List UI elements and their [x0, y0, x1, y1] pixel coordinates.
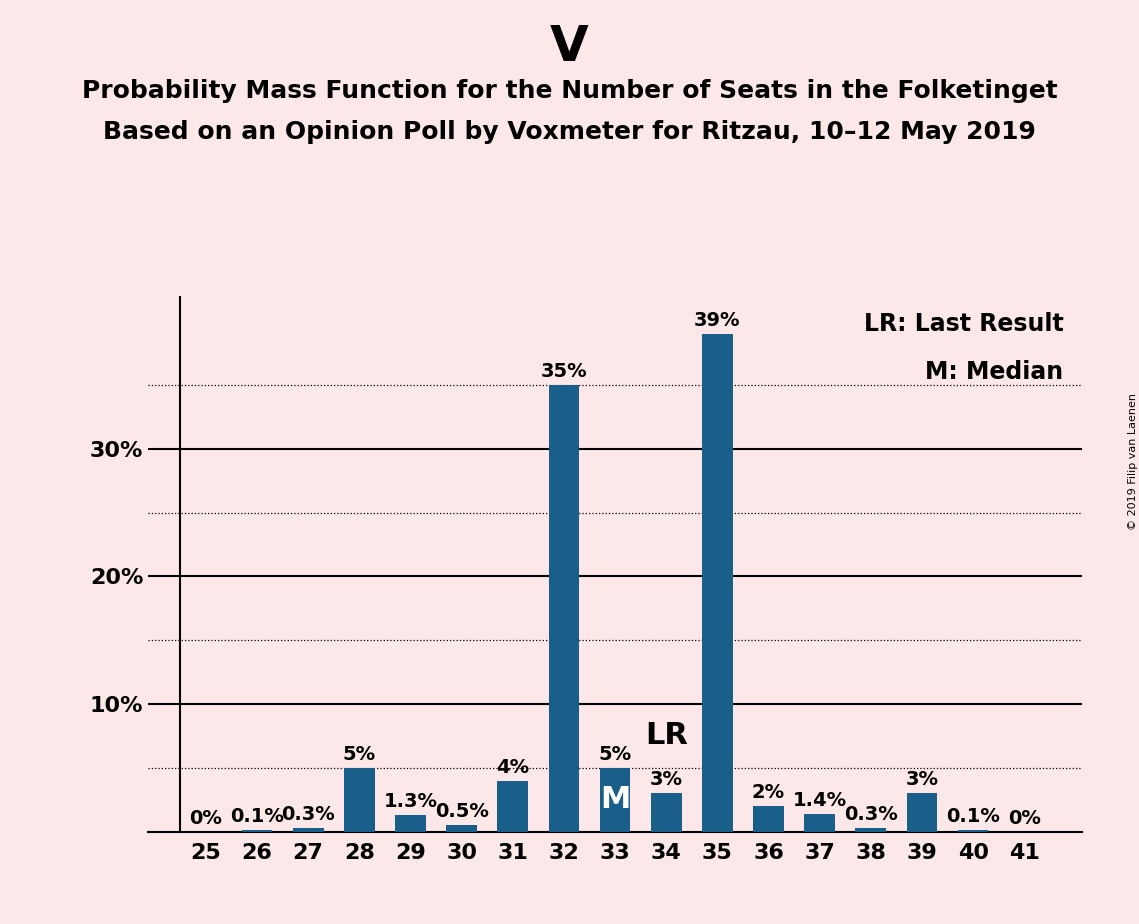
Bar — [344, 768, 375, 832]
Text: 3%: 3% — [906, 771, 939, 789]
Text: Based on an Opinion Poll by Voxmeter for Ritzau, 10–12 May 2019: Based on an Opinion Poll by Voxmeter for… — [103, 120, 1036, 144]
Text: 0.1%: 0.1% — [230, 808, 284, 826]
Bar — [907, 794, 937, 832]
Bar — [600, 768, 630, 832]
Text: 4%: 4% — [497, 758, 530, 777]
Bar — [753, 806, 784, 832]
Bar — [498, 781, 528, 832]
Text: 0.3%: 0.3% — [844, 805, 898, 824]
Text: LR: Last Result: LR: Last Result — [863, 311, 1064, 335]
Bar — [650, 794, 681, 832]
Bar — [293, 828, 323, 832]
Bar — [855, 828, 886, 832]
Bar — [549, 385, 580, 832]
Bar — [804, 814, 835, 832]
Bar — [395, 815, 426, 832]
Bar — [446, 825, 477, 832]
Text: 5%: 5% — [598, 745, 632, 764]
Text: Probability Mass Function for the Number of Seats in the Folketinget: Probability Mass Function for the Number… — [82, 79, 1057, 103]
Text: © 2019 Filip van Laenen: © 2019 Filip van Laenen — [1129, 394, 1138, 530]
Text: 1.3%: 1.3% — [384, 792, 437, 811]
Bar — [702, 334, 732, 832]
Text: 0.1%: 0.1% — [947, 808, 1000, 826]
Text: 0%: 0% — [1008, 808, 1041, 828]
Text: M: Median: M: Median — [925, 360, 1064, 384]
Text: 0.5%: 0.5% — [435, 802, 489, 821]
Text: 2%: 2% — [752, 784, 785, 802]
Bar — [958, 831, 989, 832]
Text: 35%: 35% — [541, 362, 588, 382]
Text: 3%: 3% — [649, 771, 682, 789]
Text: LR: LR — [645, 722, 688, 750]
Text: 1.4%: 1.4% — [793, 791, 846, 810]
Text: M: M — [600, 785, 630, 814]
Bar — [241, 831, 272, 832]
Text: 5%: 5% — [343, 745, 376, 764]
Text: 0.3%: 0.3% — [281, 805, 335, 824]
Text: 39%: 39% — [694, 311, 740, 330]
Text: 0%: 0% — [189, 808, 222, 828]
Text: V: V — [550, 23, 589, 71]
